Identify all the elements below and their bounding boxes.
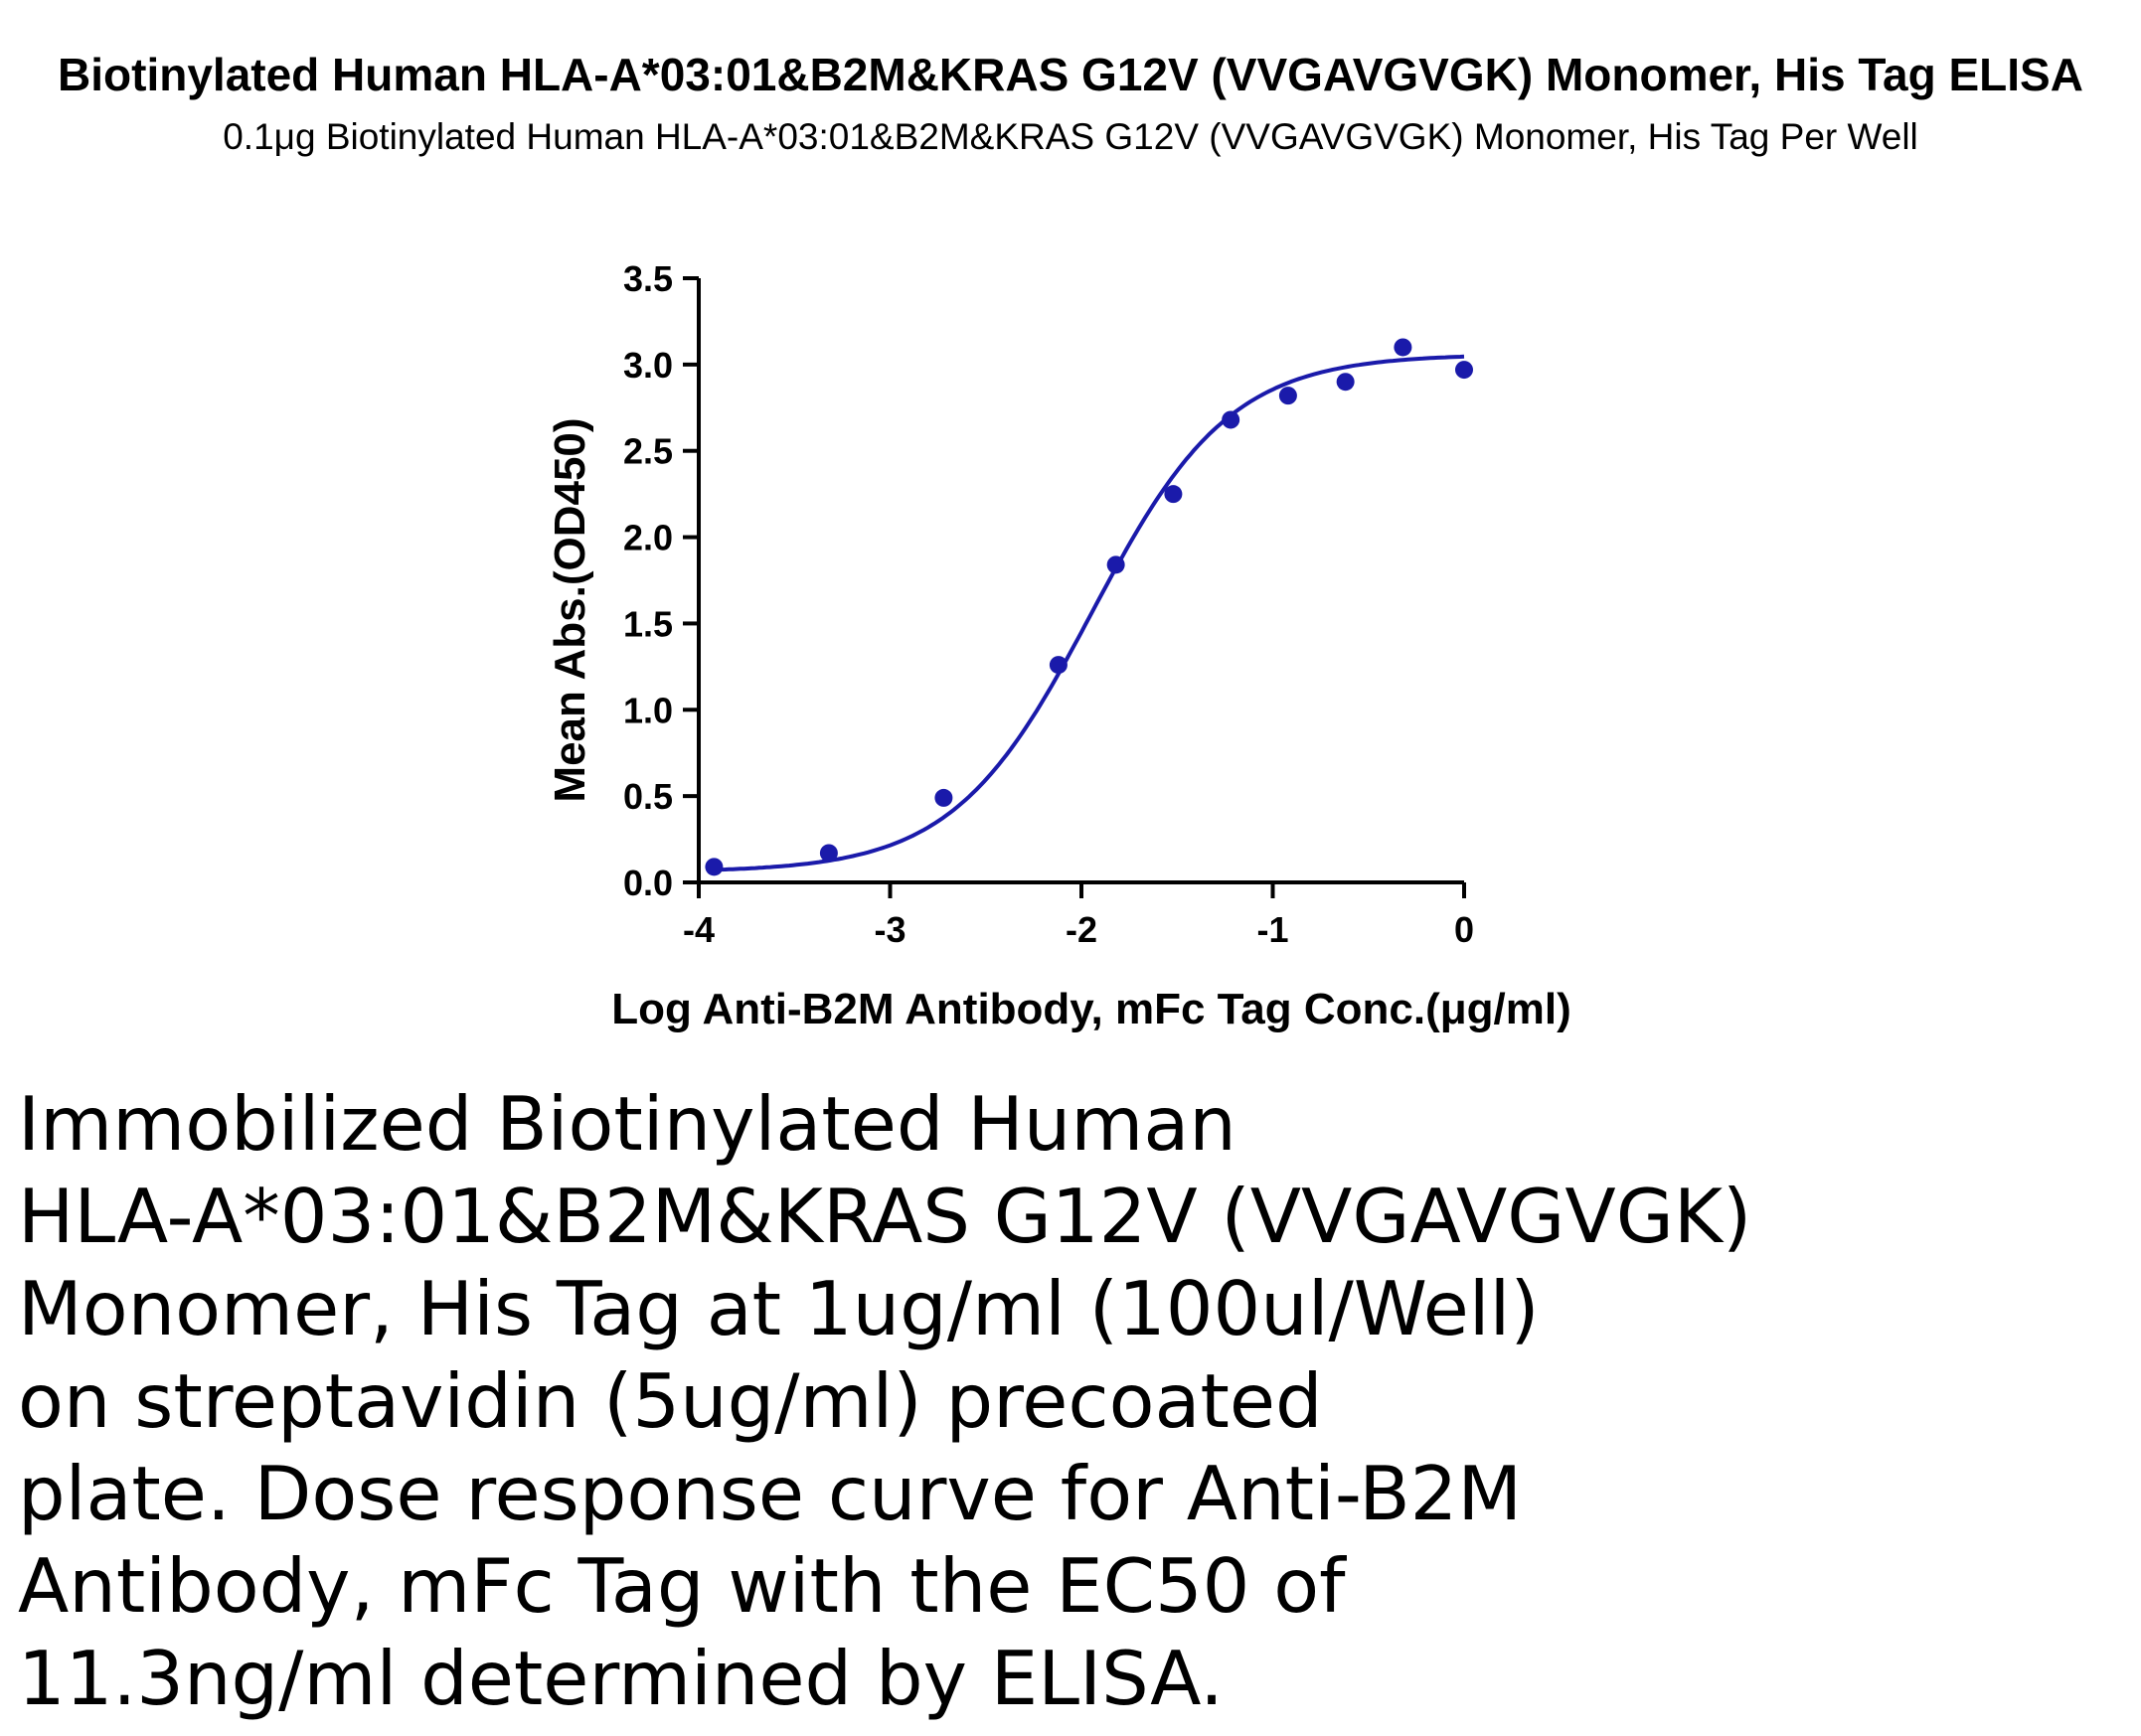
x-tick-label: -4 bbox=[683, 909, 715, 950]
y-tick-label: 3.0 bbox=[623, 345, 673, 386]
data-point bbox=[1222, 410, 1240, 429]
fit-curve bbox=[714, 354, 1465, 872]
description-line: Antibody, mFc Tag with the EC50 of bbox=[18, 1542, 1346, 1630]
data-point bbox=[1455, 361, 1473, 380]
data-point bbox=[705, 858, 724, 876]
description-line: Immobilized Biotinylated Human bbox=[18, 1080, 1236, 1168]
data-point bbox=[1394, 338, 1412, 357]
y-tick-label: 2.5 bbox=[623, 431, 673, 472]
y-tick-label: 0.0 bbox=[623, 863, 673, 903]
x-tick-label: 0 bbox=[1454, 909, 1474, 950]
description: Immobilized Biotinylated Human HLA-A*03:… bbox=[18, 1078, 2105, 1725]
description-line: HLA-A*03:01&B2M&KRAS G12V (VVGAVGVGK) bbox=[18, 1173, 1752, 1260]
y-tick-label: 2.0 bbox=[623, 518, 673, 558]
chart-title: Biotinylated Human HLA-A*03:01&B2M&KRAS … bbox=[58, 49, 2083, 100]
y-tick-label: 1.5 bbox=[623, 603, 673, 644]
data-point bbox=[1336, 373, 1355, 392]
x-tick-label: -2 bbox=[1066, 909, 1097, 950]
description-line: Monomer, His Tag at 1ug/ml (100ul/Well) bbox=[18, 1265, 1540, 1352]
y-tick-label: 0.5 bbox=[623, 776, 673, 817]
data-point bbox=[934, 788, 953, 807]
data-point bbox=[819, 844, 838, 863]
data-point bbox=[1164, 485, 1183, 504]
x-tick-label: -1 bbox=[1256, 909, 1288, 950]
elisa-chart: 0.0 0.5 1.0 1.5 2.0 2.5 3.0 3.5 -4 -3 -2 -1 0 Log An… bbox=[546, 258, 1571, 1033]
data-point bbox=[1106, 555, 1125, 574]
data-points bbox=[705, 338, 1473, 876]
description-line: 11.3ng/ml determined by ELISA. bbox=[18, 1635, 1224, 1722]
axes: 0.0 0.5 1.0 1.5 2.0 2.5 3.0 3.5 -4 -3 -2 -1 0 bbox=[623, 258, 1474, 950]
description-line: on streptavidin (5ug/ml) precoated bbox=[18, 1357, 1323, 1445]
y-tick-label: 3.5 bbox=[623, 258, 673, 299]
data-point bbox=[1049, 656, 1068, 675]
description-line: plate. Dose response curve for Anti-B2M bbox=[18, 1450, 1523, 1537]
x-tick-label: -3 bbox=[874, 909, 906, 950]
chart-subtitle: 0.1μg Biotinylated Human HLA-A*03:01&B2M… bbox=[223, 116, 1918, 157]
y-tick-label: 1.0 bbox=[623, 690, 673, 730]
data-point bbox=[1278, 387, 1297, 405]
x-axis-title: Log Anti-B2M Antibody, mFc Tag Conc.(μg/… bbox=[611, 985, 1571, 1033]
y-axis-title: Mean Abs.(OD450) bbox=[546, 417, 594, 802]
